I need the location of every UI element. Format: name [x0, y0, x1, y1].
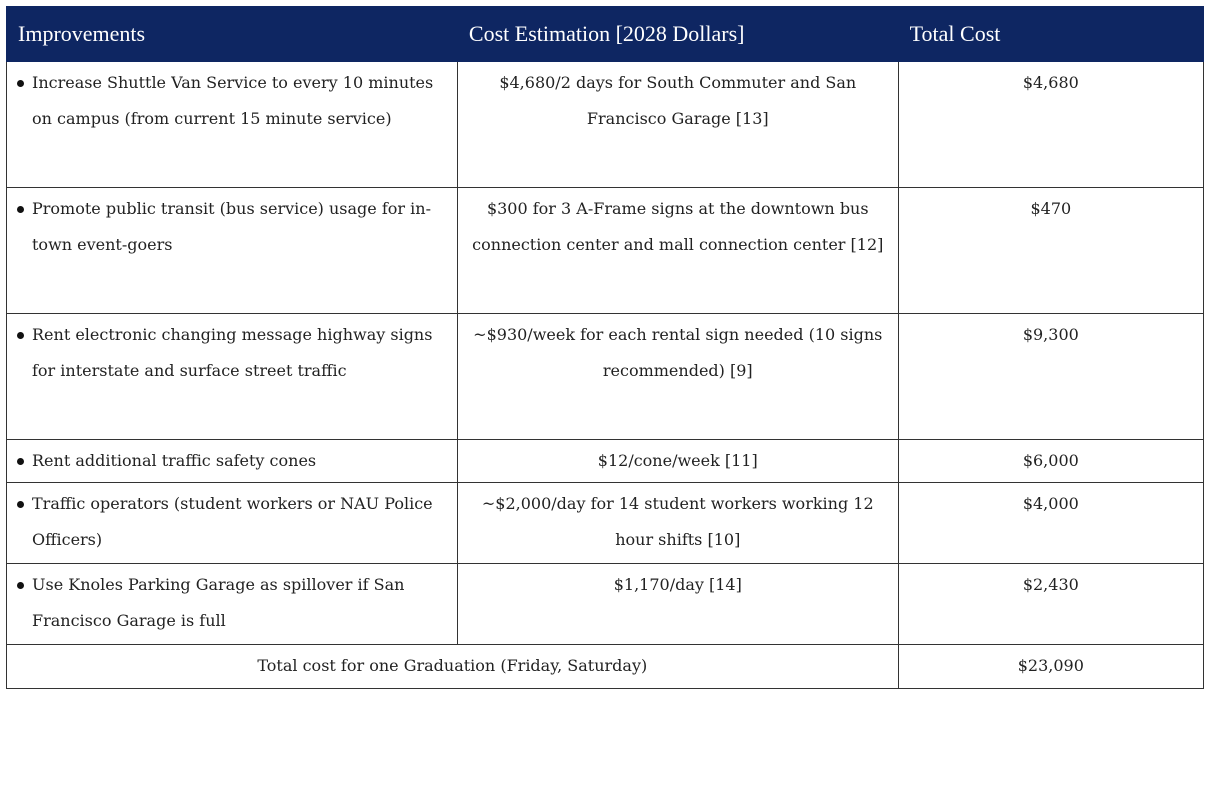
bullet-icon [17, 332, 24, 339]
improvement-text: Rent electronic changing message highway… [32, 325, 433, 380]
cost-table: Improvements Cost Estimation [2028 Dolla… [6, 6, 1205, 689]
improvement-cell: Promote public transit (bus service) usa… [6, 187, 458, 314]
bullet-icon [17, 206, 24, 213]
table-row: Promote public transit (bus service) usa… [6, 187, 1205, 314]
cost-estimation-cell: $300 for 3 A-Frame signs at the downtown… [456, 187, 899, 314]
table-header-row: Improvements Cost Estimation [2028 Dolla… [6, 6, 1205, 62]
bullet-icon [17, 501, 24, 508]
total-cost-cell: $4,680 [897, 61, 1205, 188]
total-cost-cell: $6,000 [897, 439, 1205, 483]
total-label-cell: Total cost for one Graduation (Friday, S… [6, 644, 899, 689]
improvement-cell: Use Knoles Parking Garage as spillover i… [6, 563, 458, 645]
table-row: Increase Shuttle Van Service to every 10… [6, 61, 1205, 188]
improvement-cell: Rent electronic changing message highway… [6, 313, 458, 440]
grand-total-cell: $23,090 [897, 644, 1205, 689]
cost-estimation-cell: $4,680/2 days for South Commuter and San… [456, 61, 899, 188]
total-cost-cell: $9,300 [897, 313, 1205, 440]
total-cost-cell: $470 [897, 187, 1205, 314]
improvement-text: Promote public transit (bus service) usa… [32, 199, 431, 254]
improvement-cell: Increase Shuttle Van Service to every 10… [6, 61, 458, 188]
improvement-text: Rent additional traffic safety cones [32, 451, 317, 470]
improvement-text: Increase Shuttle Van Service to every 10… [32, 73, 434, 128]
column-header-total-cost: Total Cost [897, 6, 1205, 62]
table-row: Rent electronic changing message highway… [6, 313, 1205, 440]
total-cost-cell: $4,000 [897, 482, 1205, 564]
total-cost-cell: $2,430 [897, 563, 1205, 645]
bullet-icon [17, 582, 24, 589]
improvement-cell: Rent additional traffic safety cones [6, 439, 458, 483]
cost-estimation-cell: $12/cone/week [11] [456, 439, 899, 483]
cost-estimation-cell: $1,170/day [14] [456, 563, 899, 645]
column-header-improvements: Improvements [6, 6, 458, 62]
bullet-icon [17, 458, 24, 465]
bullet-icon [17, 80, 24, 87]
table-row: Traffic operators (student workers or NA… [6, 482, 1205, 564]
total-row: Total cost for one Graduation (Friday, S… [6, 644, 1205, 689]
cost-estimation-cell: ~$2,000/day for 14 student workers worki… [456, 482, 899, 564]
improvement-text: Use Knoles Parking Garage as spillover i… [32, 575, 405, 630]
column-header-cost-estimation: Cost Estimation [2028 Dollars] [456, 6, 899, 62]
table-row: Rent additional traffic safety cones $12… [6, 439, 1205, 483]
cost-estimation-cell: ~$930/week for each rental sign needed (… [456, 313, 899, 440]
improvement-text: Traffic operators (student workers or NA… [32, 494, 433, 549]
table-row: Use Knoles Parking Garage as spillover i… [6, 563, 1205, 645]
improvement-cell: Traffic operators (student workers or NA… [6, 482, 458, 564]
